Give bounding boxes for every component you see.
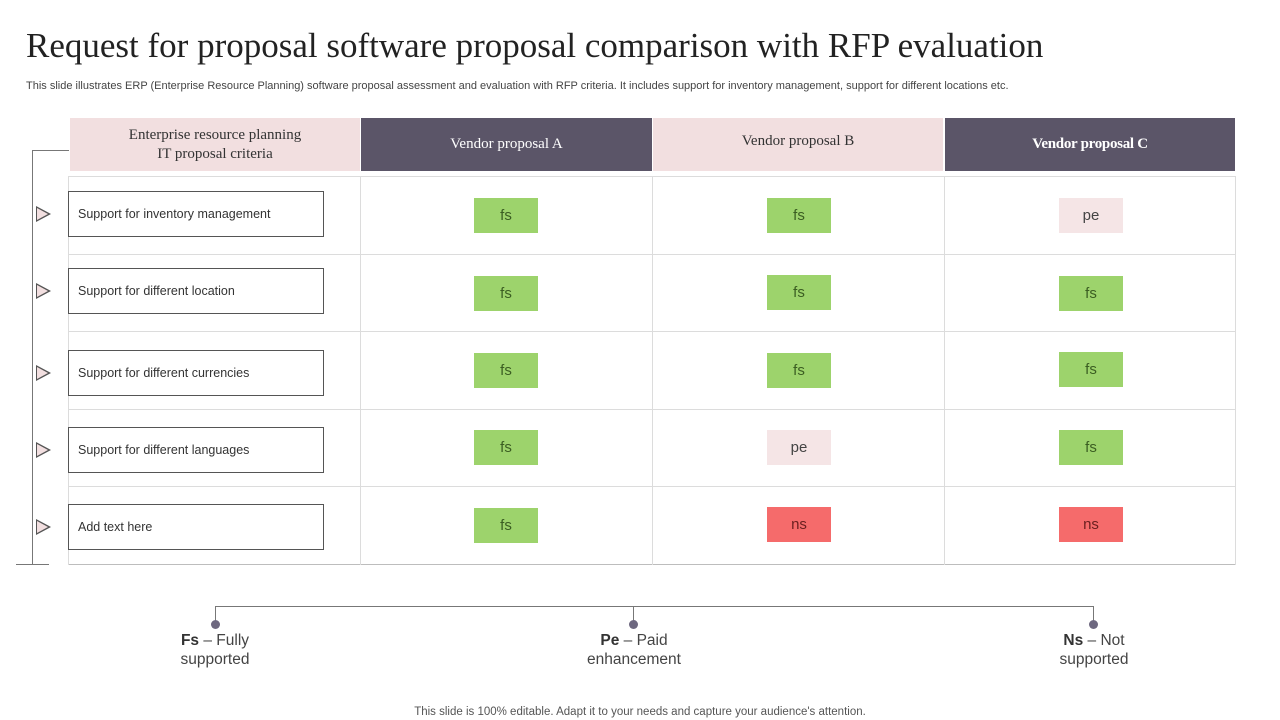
rating-badge: fs: [474, 198, 538, 233]
legend-pe-line2: enhancement: [587, 651, 681, 668]
legend-ns-abbr: Ns: [1063, 632, 1084, 649]
header-vendor-a: Vendor proposal A: [361, 118, 652, 171]
legend-ns: Ns – Not supported: [1004, 631, 1184, 669]
rating-badge: fs: [474, 430, 538, 465]
criterion-box: Support for different location: [68, 268, 324, 314]
grid-line: [1235, 176, 1236, 565]
legend-dot-icon: [629, 620, 638, 629]
header-vendor-b: Vendor proposal B: [653, 118, 943, 171]
grid-line: [944, 176, 945, 565]
rating-badge: fs: [1059, 430, 1123, 465]
rating-badge: fs: [767, 353, 831, 388]
grid-line: [360, 176, 361, 565]
slide-subtitle: This slide illustrates ERP (Enterprise R…: [26, 80, 1009, 92]
slide-footer: This slide is 100% editable. Adapt it to…: [414, 706, 866, 718]
triangle-pointer-icon: [36, 206, 51, 222]
triangle-pointer-icon: [36, 283, 51, 299]
bracket-base: [16, 564, 49, 565]
legend-ns-text: – Not: [1083, 632, 1125, 649]
rating-badge: fs: [767, 275, 831, 310]
legend-fs-text: – Fully: [199, 632, 250, 649]
legend-line: [633, 606, 634, 624]
legend-line: [1093, 606, 1094, 624]
rating-badge: fs: [1059, 352, 1123, 387]
rating-badge: fs: [474, 508, 538, 543]
header-criteria-line2: IT proposal criteria: [157, 145, 273, 162]
rating-badge: fs: [474, 276, 538, 311]
slide-title: Request for proposal software proposal c…: [26, 26, 1044, 65]
legend-line: [215, 606, 216, 624]
rating-badge: ns: [1059, 507, 1123, 542]
legend-fs: Fs – Fully supported: [125, 631, 305, 669]
bracket-line: [32, 150, 33, 564]
legend-dot-icon: [1089, 620, 1098, 629]
triangle-pointer-icon: [36, 519, 51, 535]
criterion-box: Support for different languages: [68, 427, 324, 473]
legend-line: [215, 606, 1093, 607]
grid-line: [652, 176, 653, 565]
criterion-box: Support for inventory management: [68, 191, 324, 237]
legend-dot-icon: [211, 620, 220, 629]
legend-fs-line2: supported: [180, 651, 250, 668]
rating-badge: pe: [767, 430, 831, 465]
legend-pe-text: – Paid: [619, 632, 668, 649]
legend-ns-line2: supported: [1059, 651, 1129, 668]
rating-badge: fs: [474, 353, 538, 388]
rating-badge: fs: [767, 198, 831, 233]
header-criteria-line1: Enterprise resource planning: [128, 126, 302, 143]
triangle-pointer-icon: [36, 365, 51, 381]
criterion-box: Support for different currencies: [68, 350, 324, 396]
criterion-box: Add text here: [68, 504, 324, 550]
rating-badge: fs: [1059, 276, 1123, 311]
legend-fs-abbr: Fs: [180, 632, 200, 649]
legend-pe-abbr: Pe: [600, 632, 620, 649]
triangle-pointer-icon: [36, 442, 51, 458]
bracket-line: [32, 150, 69, 151]
header-vendor-c: Vendor proposal C: [945, 118, 1235, 171]
rating-badge: pe: [1059, 198, 1123, 233]
header-criteria: Enterprise resource planning IT proposal…: [70, 118, 360, 171]
rating-badge: ns: [767, 507, 831, 542]
legend-pe: Pe – Paid enhancement: [544, 631, 724, 669]
